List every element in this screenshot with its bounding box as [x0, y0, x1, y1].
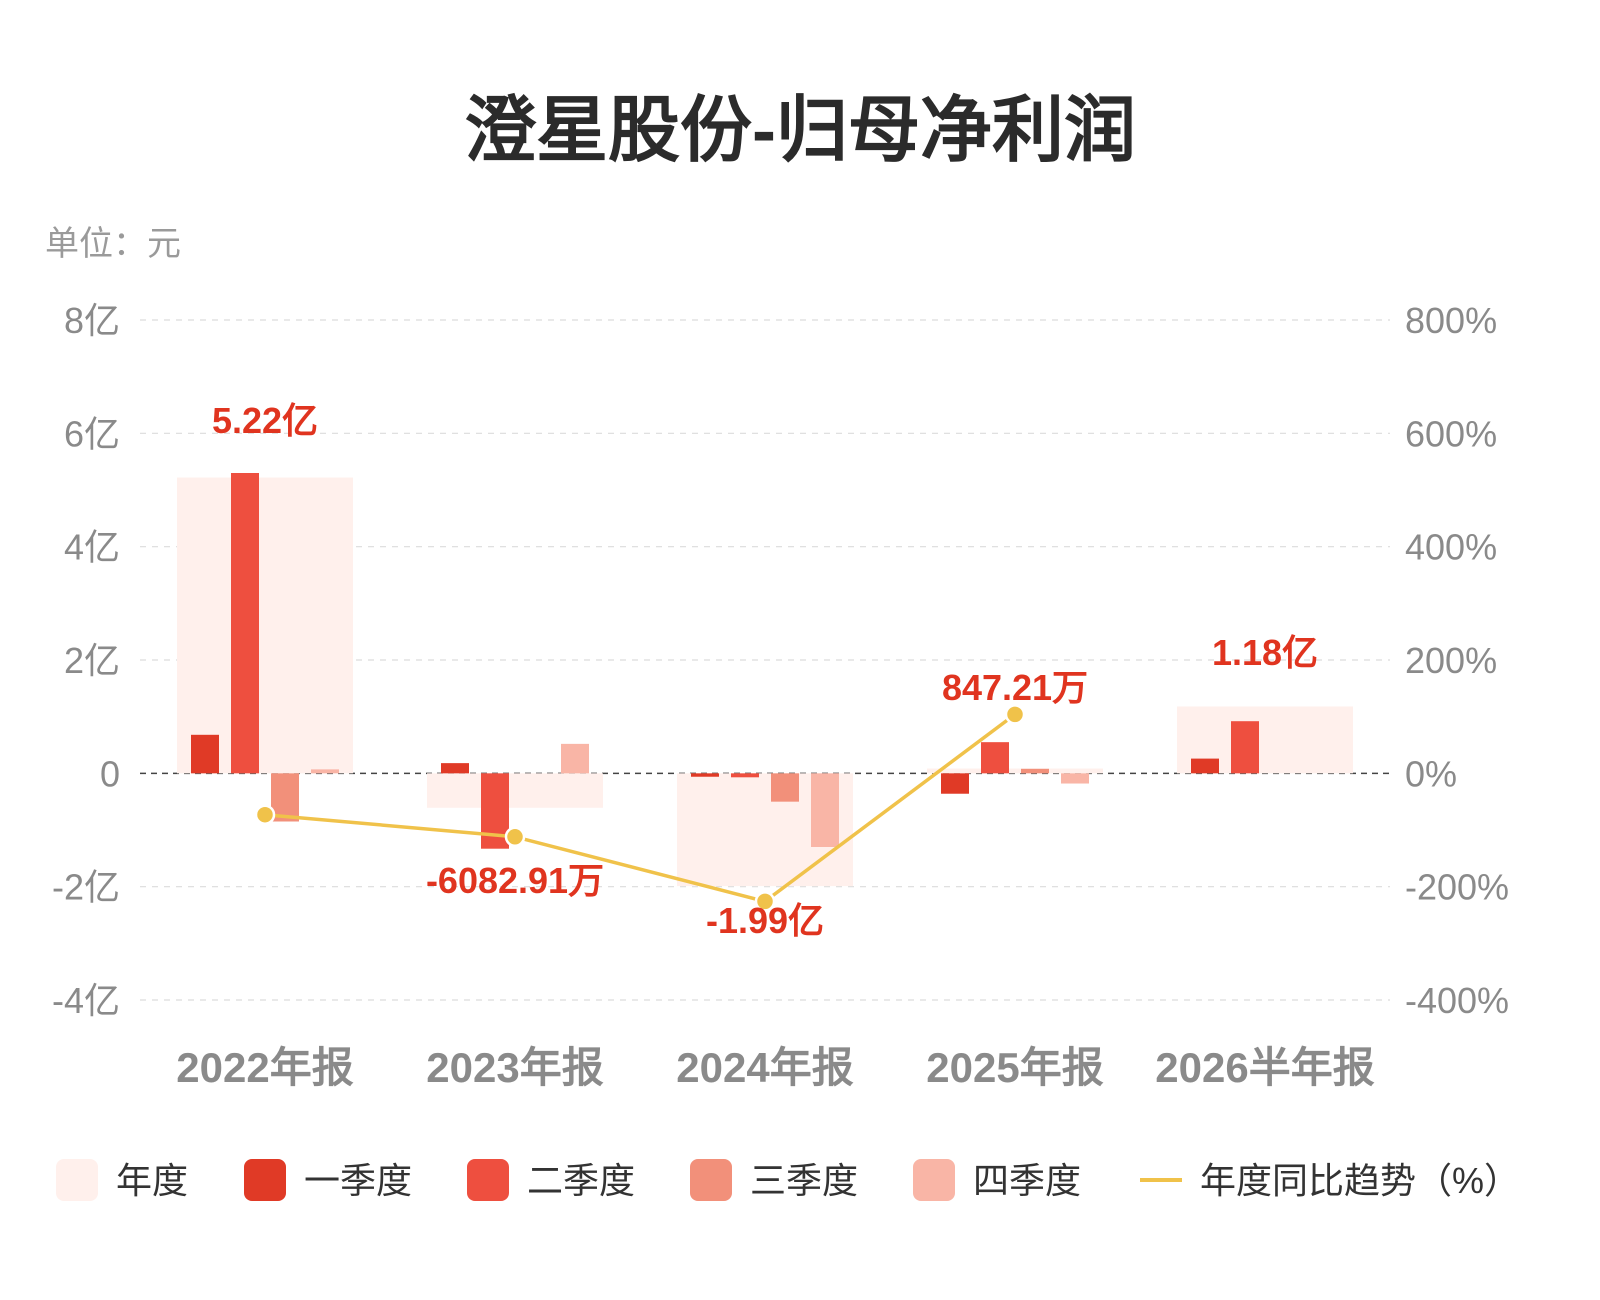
trend-point — [254, 804, 276, 825]
q1-bar — [691, 773, 719, 777]
y-left-tick-label: -4亿 — [52, 980, 120, 1021]
x-category-label: 2025年报 — [926, 1044, 1103, 1091]
q2-bar — [231, 473, 259, 774]
annual-bar — [427, 773, 603, 808]
legend-label: 三季度 — [750, 1160, 858, 1201]
trend-point — [1004, 704, 1026, 725]
y-left-tick-label: 0 — [100, 753, 120, 794]
annual-bar — [177, 477, 353, 774]
legend-swatch-annual — [56, 1159, 98, 1201]
legend-label: 年度 — [116, 1160, 188, 1201]
q4-bar — [561, 743, 589, 774]
x-category-label: 2024年报 — [676, 1044, 853, 1091]
y-right-tick-label: 600% — [1405, 413, 1497, 454]
label-layer: 5.22亿 -6082.91万 -1.99亿 847.21万 1.18亿 — [212, 400, 1318, 941]
legend-label: 二季度 — [527, 1160, 635, 1201]
y-left-tick-label: -2亿 — [52, 867, 120, 908]
y-right-tick-label: 200% — [1405, 640, 1497, 681]
y-left-tick-label: 6亿 — [64, 413, 120, 454]
legend-swatch-q3 — [690, 1159, 732, 1201]
q3-bar — [271, 773, 299, 822]
y-left-tick-label: 4亿 — [64, 527, 120, 568]
legend-swatch-q2 — [467, 1159, 509, 1201]
x-category-label: 2023年报 — [426, 1044, 603, 1091]
annual-bar — [927, 768, 1103, 774]
x-category-label: 2022年报 — [176, 1044, 353, 1091]
q1-bar — [1191, 758, 1219, 774]
q3-bar — [771, 773, 799, 802]
data-label: 5.22亿 — [212, 400, 318, 441]
data-label: 847.21万 — [942, 667, 1088, 708]
q4-bar — [1061, 773, 1089, 784]
legend-layer: 年度 一季度 二季度 三季度 四季度 年度同比趋势（%） — [56, 1159, 1520, 1201]
trend-point — [754, 891, 776, 912]
y-right-tick-label: 0% — [1405, 753, 1457, 794]
unit-label: 单位：元 — [45, 225, 181, 263]
q1-bar — [941, 773, 969, 794]
annual-layer — [177, 477, 1353, 887]
legend-label: 一季度 — [304, 1160, 412, 1201]
axis-layer: 8亿 800% 6亿 600% 4亿 400% 2亿 200% 0 0% -2亿 -200% -4亿 -4… — [52, 300, 1509, 1091]
trend-point — [504, 826, 526, 848]
q4-bar — [311, 769, 339, 774]
q3-bar — [1021, 768, 1049, 774]
q2-bar — [981, 742, 1009, 774]
q2-bar — [1231, 721, 1259, 774]
legend-label: 年度同比趋势（%） — [1200, 1160, 1520, 1201]
trend-layer — [254, 704, 1026, 912]
data-label: -1.99亿 — [706, 900, 824, 941]
y-right-tick-label: 800% — [1405, 300, 1497, 341]
y-left-tick-label: 8亿 — [64, 300, 120, 341]
q4-bar — [811, 773, 839, 847]
y-right-tick-label: -400% — [1405, 980, 1509, 1021]
chart-title: 澄星股份-归母净利润 — [464, 91, 1136, 171]
trend-line — [264, 712, 1017, 904]
data-label: -6082.91万 — [426, 860, 604, 901]
y-right-tick-label: 400% — [1405, 527, 1497, 568]
q1-bar — [191, 734, 219, 774]
x-category-label: 2026半年报 — [1155, 1044, 1374, 1091]
y-right-tick-label: -200% — [1405, 867, 1509, 908]
legend-swatch-q1 — [244, 1159, 286, 1201]
y-left-tick-label: 2亿 — [64, 640, 120, 681]
q1-bar — [441, 763, 469, 774]
legend-label: 四季度 — [973, 1160, 1081, 1201]
legend-swatch-q4 — [913, 1159, 955, 1201]
q2-bar — [731, 773, 759, 778]
data-label: 1.18亿 — [1212, 632, 1318, 673]
